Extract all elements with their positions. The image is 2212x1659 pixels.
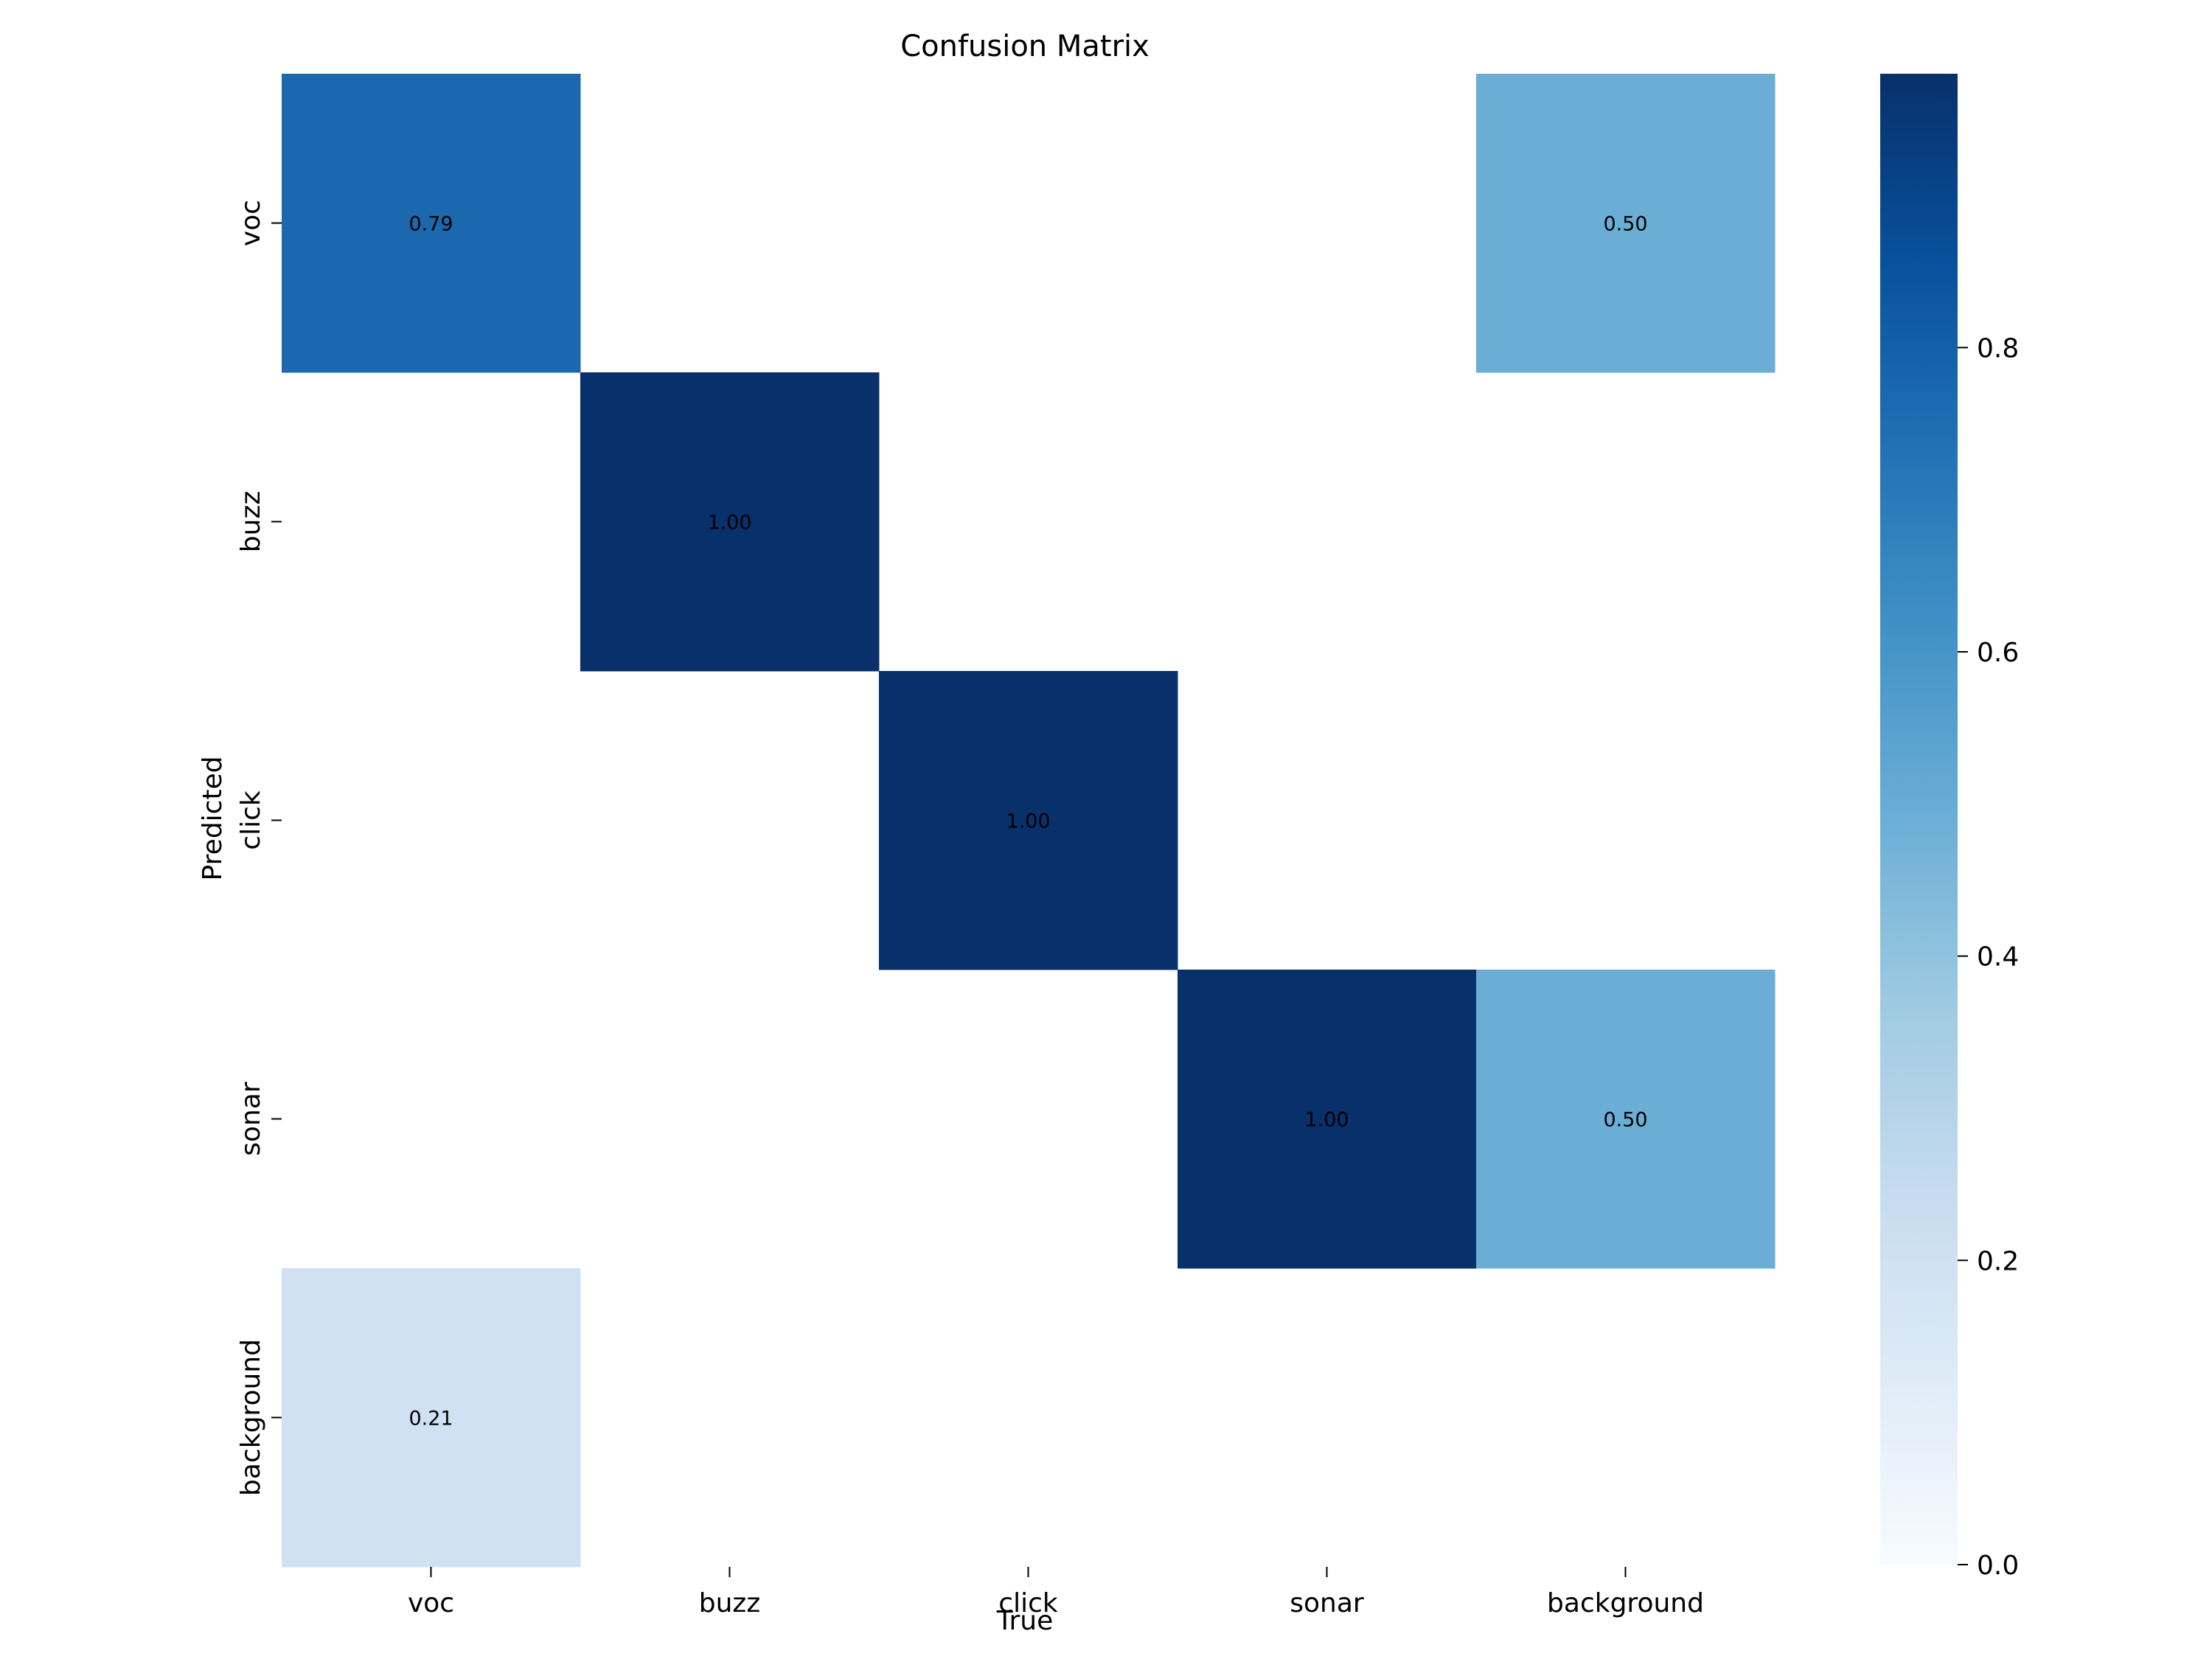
y-tick-label: buzz — [236, 491, 266, 552]
heatmap-cell-label: 0.79 — [408, 213, 453, 236]
y-tick-label: sonar — [236, 1082, 266, 1156]
x-tick-label: sonar — [1290, 1588, 1364, 1618]
x-tick-label: buzz — [699, 1588, 760, 1618]
x-tick-label: voc — [408, 1588, 454, 1618]
heatmap-cell-label: 1.00 — [1304, 1109, 1349, 1132]
y-tick-label: background — [236, 1339, 266, 1496]
heatmap-cell-labels: 0.79 0.50 1.00 1.00 1.00 0.50 0.21 — [408, 213, 1647, 1430]
x-tick-label: click — [998, 1588, 1058, 1618]
colorbar-tick-label: 0.2 — [1977, 1246, 2019, 1276]
colorbar-tick-label: 0.4 — [1977, 942, 2019, 973]
heatmap-cell-label: 1.00 — [707, 512, 751, 535]
colorbar-gradient — [1880, 74, 1958, 1565]
heatmap-cell-label: 0.50 — [1603, 213, 1647, 236]
heatmap-cell-label: 0.50 — [1603, 1109, 1647, 1132]
colorbar-tick-label: 0.6 — [1977, 638, 2019, 668]
heatmap-cell — [879, 671, 1178, 970]
colorbar-tick-label: 0.8 — [1977, 333, 2019, 364]
y-axis: voc buzz click sonar background — [236, 200, 282, 1496]
x-axis-label: True — [996, 1606, 1053, 1636]
chart-title: Confusion Matrix — [900, 29, 1150, 63]
y-tick-label: voc — [236, 200, 266, 246]
x-tick-label: background — [1547, 1588, 1704, 1618]
heatmap-cell — [282, 74, 581, 373]
y-tick-label: click — [236, 790, 266, 850]
colorbar-tick-label: 0.0 — [1977, 1551, 2019, 1581]
heatmap-cell — [1476, 970, 1775, 1269]
heatmap-cells — [282, 74, 1775, 1568]
heatmap-cell — [1178, 970, 1477, 1269]
colorbar: 0.0 0.2 0.4 0.6 0.8 — [1880, 74, 2019, 1581]
y-axis-label: Predicted — [198, 757, 228, 881]
heatmap-cell — [580, 372, 880, 672]
heatmap-cell — [1476, 74, 1775, 373]
heatmap-cell-label: 1.00 — [1006, 810, 1050, 833]
x-axis: voc buzz click sonar background — [408, 1567, 1704, 1618]
heatmap-cell — [282, 1268, 581, 1568]
heatmap-cell-label: 0.21 — [408, 1408, 453, 1430]
